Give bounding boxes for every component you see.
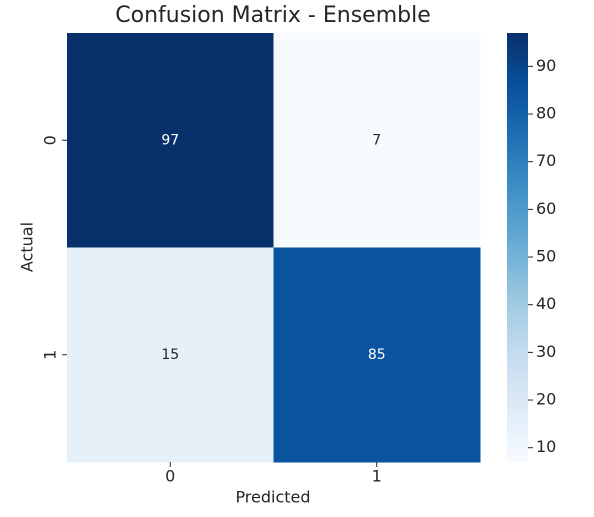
y-axis-label: Actual xyxy=(18,222,37,272)
heatmap-cell xyxy=(273,33,481,248)
colorbar-tick-label: 90 xyxy=(536,56,556,75)
chart-title: Confusion Matrix - Ensemble xyxy=(115,3,431,28)
heatmap-cell xyxy=(67,247,274,463)
heatmap-cell xyxy=(273,247,481,463)
colorbar-tick-label: 70 xyxy=(536,151,556,170)
y-tick-label: 1 xyxy=(41,350,60,360)
colorbar-tick-label: 50 xyxy=(536,247,556,266)
y-tick-label: 0 xyxy=(41,135,60,145)
x-axis-label: Predicted xyxy=(235,488,310,507)
cell-label: 85 xyxy=(368,347,386,363)
x-tick-label: 0 xyxy=(165,467,175,486)
colorbar-tick-label: 20 xyxy=(536,390,556,409)
colorbar-tick-label: 60 xyxy=(536,199,556,218)
colorbar-tick-label: 80 xyxy=(536,104,556,123)
colorbar-tick-label: 30 xyxy=(536,342,556,361)
colorbar-tick-label: 10 xyxy=(536,437,556,456)
heatmap-cell xyxy=(67,33,274,248)
x-tick-label: 1 xyxy=(372,467,382,486)
cell-label: 7 xyxy=(372,132,381,148)
cell-label: 97 xyxy=(161,132,179,148)
colorbar-tick-label: 40 xyxy=(536,294,556,313)
colorbar xyxy=(507,33,528,462)
cell-label: 15 xyxy=(161,347,179,363)
